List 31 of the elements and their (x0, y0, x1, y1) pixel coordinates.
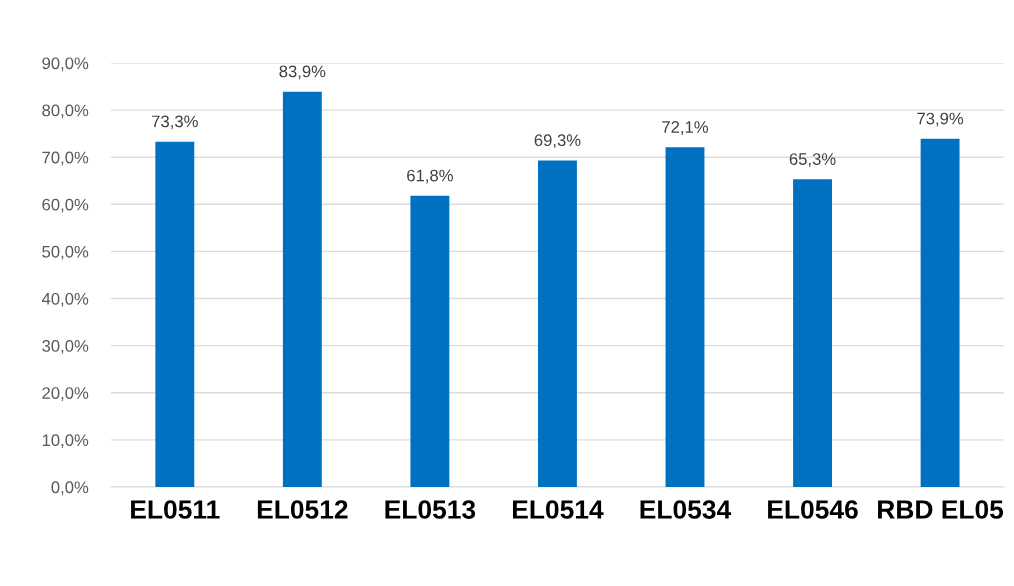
x-tick-label: EL0546 (768, 500, 858, 519)
y-tick-label: 90,0% (42, 57, 89, 72)
x-tick-label: EL0513 (385, 500, 476, 519)
y-tick-label: 0,0% (51, 481, 89, 496)
data-label: 73,3% (152, 115, 198, 130)
data-label: 61,8% (407, 169, 453, 184)
y-tick-label: 50,0% (42, 245, 89, 260)
bar (665, 147, 705, 487)
data-label: 69,3% (534, 134, 581, 149)
bar (793, 179, 832, 487)
data-label: 65,3% (789, 153, 836, 167)
y-tick-label: 10,0% (42, 434, 89, 449)
x-tick-label: EL0534 (640, 500, 732, 519)
data-label: 73,9% (917, 112, 964, 127)
y-tick-label: 60,0% (42, 198, 89, 213)
y-tick-label: 30,0% (42, 340, 89, 354)
y-tick-label: 20,0% (42, 387, 89, 401)
bar (155, 141, 195, 487)
y-tick-label: 70,0% (42, 151, 89, 166)
y-tick-label: 40,0% (41, 292, 89, 307)
x-tick-label: EL0512 (257, 500, 348, 519)
x-tick-label: RBD EL05 (878, 500, 1004, 519)
x-tick-label: EL0514 (513, 500, 604, 519)
x-tick-label: EL0511 (131, 500, 220, 519)
data-label: 83,9% (279, 65, 326, 80)
bar (920, 138, 960, 487)
y-tick-label: 80,0% (42, 104, 89, 119)
bar (410, 195, 450, 487)
bar (282, 91, 322, 487)
bar (538, 160, 577, 487)
data-label: 72,1% (662, 121, 709, 135)
